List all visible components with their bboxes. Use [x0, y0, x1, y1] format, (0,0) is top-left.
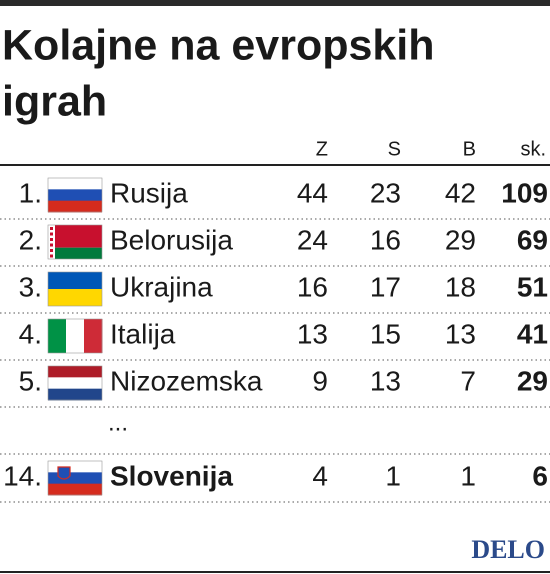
flag-stripe	[48, 388, 102, 401]
flag-stripe	[66, 319, 85, 353]
medal-count: 1	[385, 460, 401, 491]
column-header: S	[388, 138, 401, 160]
rank: 14.	[3, 460, 42, 491]
medal-count: 42	[445, 177, 476, 208]
rank: 5.	[19, 365, 42, 396]
flag-stripe	[48, 461, 102, 473]
flag-stripe	[48, 200, 102, 213]
flag	[47, 318, 103, 354]
flag-ornament	[50, 232, 53, 236]
medal-count: 29	[517, 365, 548, 396]
country: Nizozemska	[110, 365, 263, 396]
flag-coat	[57, 466, 71, 480]
flag-ornament	[50, 238, 53, 241]
flag-border	[47, 224, 103, 260]
flag-ornament	[50, 249, 53, 252]
medal-count: 16	[297, 271, 328, 302]
flag-stripe	[48, 178, 102, 190]
medal-count: 6	[532, 460, 548, 491]
rank: 3.	[19, 271, 42, 302]
flag	[47, 224, 103, 260]
flag-ornament	[50, 243, 53, 247]
flag-stripe	[48, 377, 102, 390]
flag-border	[47, 177, 103, 213]
medal-count: 13	[370, 365, 401, 396]
flag-border	[47, 365, 103, 401]
flag	[47, 365, 103, 401]
country: Ukrajina	[110, 271, 213, 302]
flag-stripe	[48, 272, 102, 289]
medal-count: 23	[370, 177, 401, 208]
medal-count: 44	[297, 177, 328, 208]
medal-count: 13	[297, 318, 328, 349]
flag-border	[47, 318, 103, 354]
medal-count: 41	[517, 318, 548, 349]
flag	[47, 271, 103, 307]
medal-count: 9	[312, 365, 328, 396]
rank: 2.	[19, 224, 42, 255]
medal-count: 109	[501, 177, 548, 208]
flag-border	[47, 460, 103, 496]
flag-stripe	[48, 366, 102, 378]
flag-stripe	[48, 289, 102, 306]
medal-count: 13	[445, 318, 476, 349]
medal-count: 69	[517, 224, 548, 255]
column-header: Z	[316, 138, 328, 160]
flag-stripe	[48, 472, 102, 485]
country: Slovenija	[110, 460, 233, 491]
medal-count: 17	[370, 271, 401, 302]
column-header: B	[463, 138, 476, 160]
medal-count: 29	[445, 224, 476, 255]
medal-count: 16	[370, 224, 401, 255]
medal-count: 18	[445, 271, 476, 302]
flag-border	[47, 271, 103, 307]
country: Rusija	[110, 177, 188, 208]
flag-stripe	[48, 189, 102, 202]
flag-stripe	[48, 247, 102, 259]
medal-count: 24	[297, 224, 328, 255]
flag	[47, 460, 103, 496]
source-logo: DELO	[471, 535, 545, 564]
medal-count: 51	[517, 271, 548, 302]
medal-count: 1	[460, 460, 476, 491]
rank: 1.	[19, 177, 42, 208]
flag	[47, 177, 103, 213]
flag-stripe	[48, 225, 102, 248]
medal-count: 7	[460, 365, 476, 396]
flag-ornament	[50, 254, 53, 258]
medal-count: 15	[370, 318, 401, 349]
title-line: Kolajne na evropskih	[2, 21, 435, 69]
country: Belorusija	[110, 224, 233, 255]
flag-stripe	[84, 319, 103, 353]
flag-stripe	[48, 319, 67, 353]
flag-ornament	[50, 227, 53, 230]
flag-ornament	[48, 225, 55, 259]
title-line: igrah	[2, 77, 107, 125]
ellipsis: ...	[108, 409, 128, 436]
column-header: sk.	[520, 138, 546, 160]
country: Italija	[110, 318, 176, 349]
medal-count: 4	[312, 460, 328, 491]
top-bar	[0, 0, 550, 6]
rank: 4.	[19, 318, 42, 349]
flag-stripe	[48, 483, 102, 496]
